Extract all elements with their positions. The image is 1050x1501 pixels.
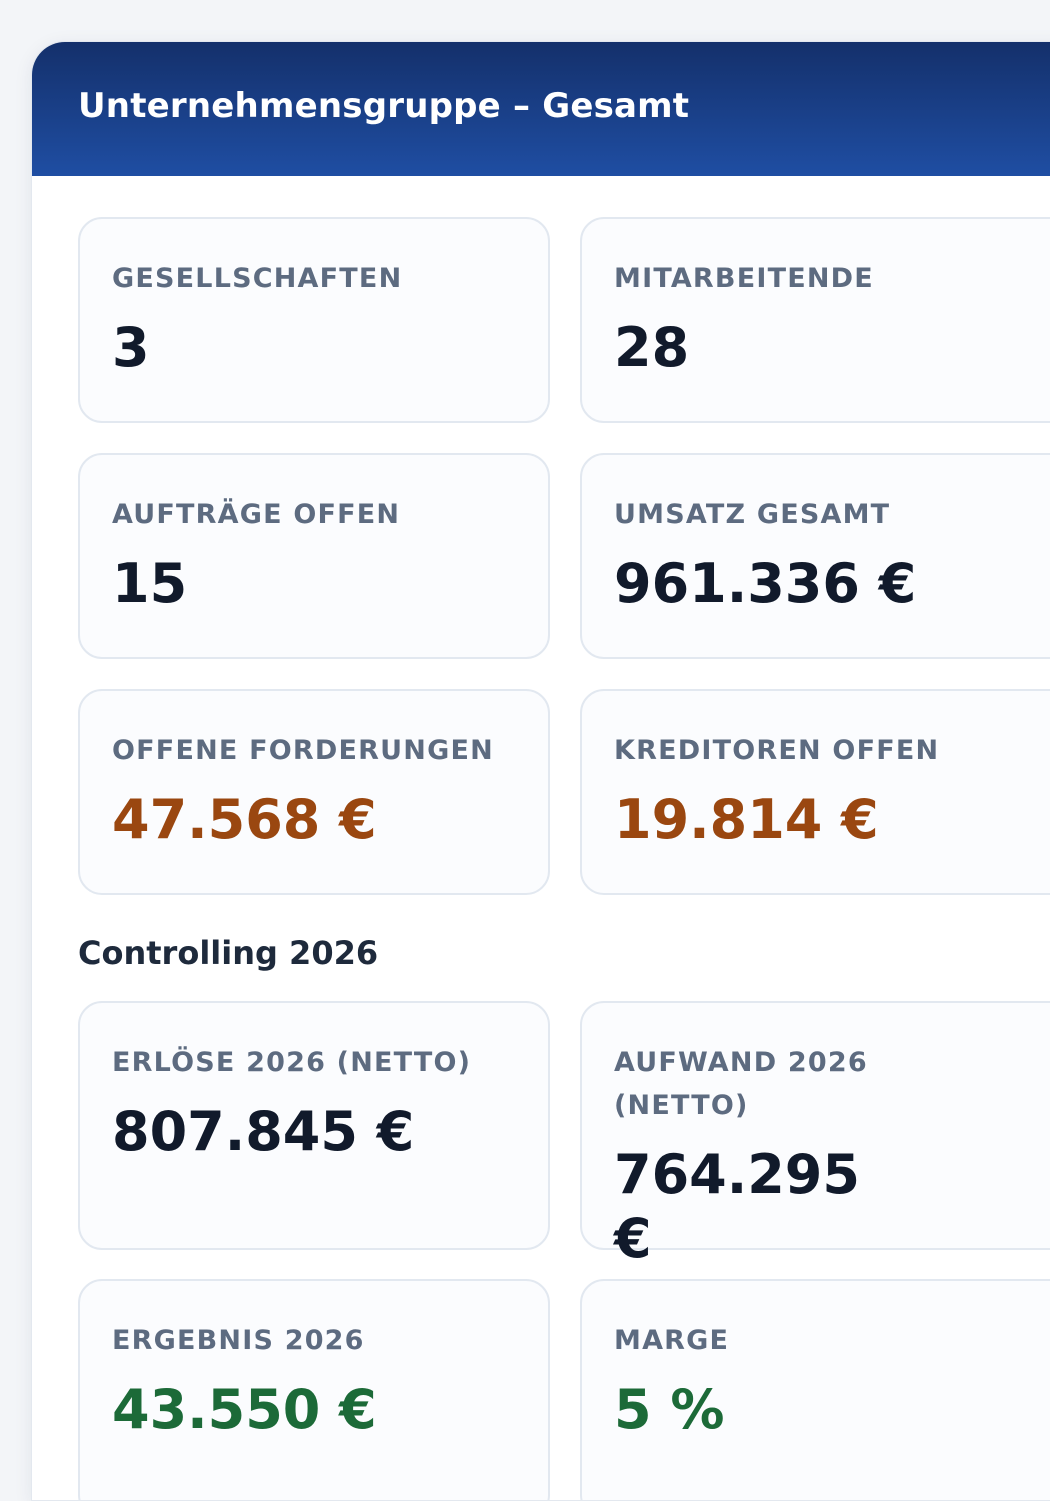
panel-header: Unternehmensgruppe – Gesamt	[32, 42, 1050, 176]
kpi-value: 43.550 €	[112, 1378, 377, 1441]
kpi-card-open-orders: AUFTRÄGE OFFEN 15	[78, 453, 550, 659]
kpi-label: UMSATZ GESAMT	[614, 499, 891, 530]
kpi-label: AUFTRÄGE OFFEN	[112, 499, 401, 530]
kpi-label: ERLÖSE 2026 (NETTO)	[112, 1047, 472, 1078]
kpi-card-revenue-2026: ERLÖSE 2026 (NETTO) 807.845 €	[78, 1001, 550, 1250]
kpi-label: KREDITOREN OFFEN	[614, 735, 940, 766]
kpi-card-expenses-2026: AUFWAND 2026 (NETTO) 764.295 €	[580, 1001, 1050, 1270]
kpi-card-result-2026: ERGEBNIS 2026 43.550 €	[78, 1279, 550, 1500]
kpi-label: MARGE	[614, 1325, 730, 1356]
kpi-card-companies: GESELLSCHAFTEN 3	[78, 217, 550, 423]
section-title-controlling: Controlling 2026	[78, 934, 379, 972]
kpi-card-margin: MARGE 5 %	[580, 1279, 1050, 1500]
kpi-value: 47.568 €	[112, 788, 377, 851]
kpi-value: 3	[112, 316, 150, 379]
kpi-card-open-payables: KREDITOREN OFFEN 19.814 €	[580, 689, 1050, 895]
kpi-label: GESELLSCHAFTEN	[112, 263, 403, 294]
kpi-value: 807.845 €	[112, 1100, 415, 1163]
kpi-label: OFFENE FORDERUNGEN	[112, 735, 494, 766]
kpi-value: 961.336 €	[614, 552, 917, 615]
kpi-value: 28	[614, 316, 690, 379]
kpi-value: 764.295 €	[614, 1143, 860, 1270]
kpi-value: 19.814 €	[614, 788, 879, 851]
kpi-label: AUFWAND 2026 (NETTO)	[614, 1047, 868, 1121]
kpi-card-employees: MITARBEITENDE 28	[580, 217, 1050, 423]
kpi-value: 5 %	[614, 1378, 725, 1441]
panel-title: Unternehmensgruppe – Gesamt	[78, 86, 690, 126]
kpi-card-open-receivables: OFFENE FORDERUNGEN 47.568 €	[78, 689, 550, 895]
company-group-panel: Unternehmensgruppe – Gesamt GESELLSCHAFT…	[31, 41, 1050, 1501]
kpi-label: ERGEBNIS 2026	[112, 1325, 365, 1356]
kpi-value: 15	[112, 552, 188, 615]
kpi-card-total-revenue: UMSATZ GESAMT 961.336 €	[580, 453, 1050, 659]
kpi-label: MITARBEITENDE	[614, 263, 874, 294]
